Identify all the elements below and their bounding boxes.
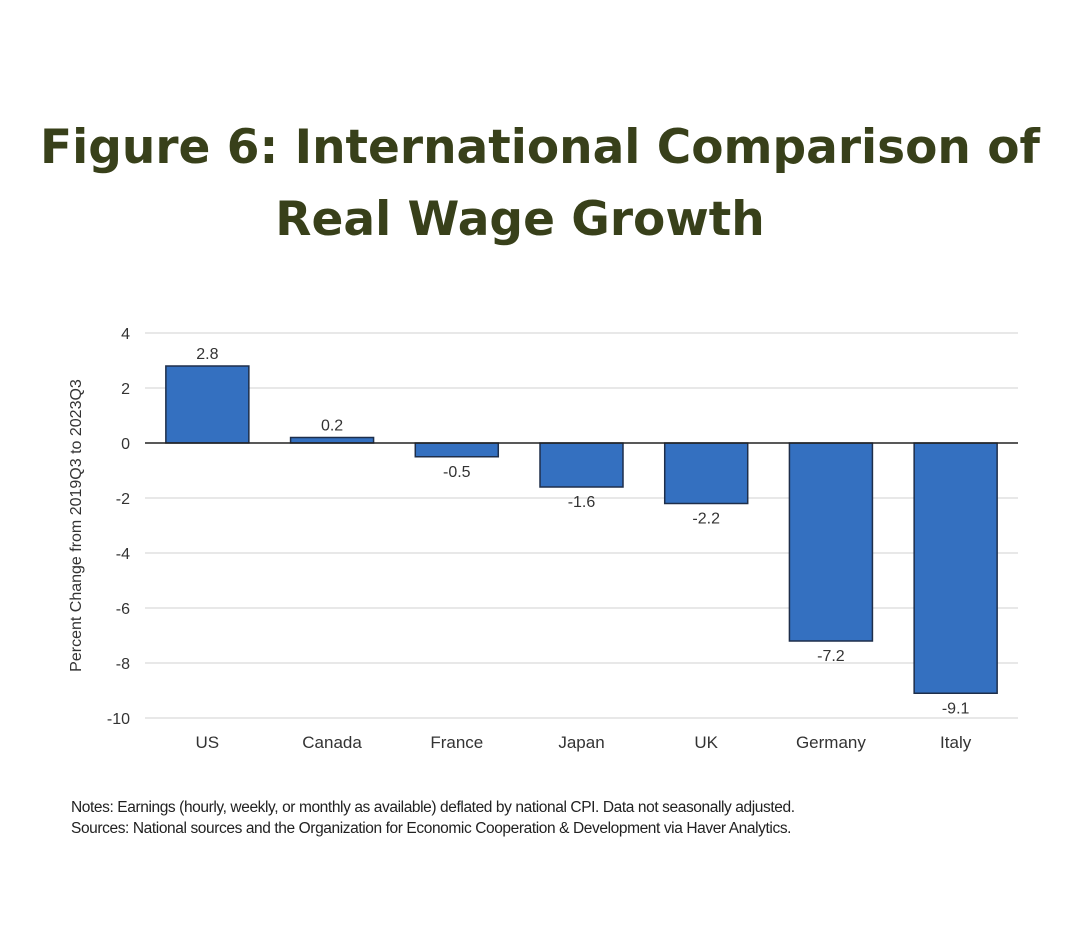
- data-label: 2.8: [196, 346, 218, 363]
- y-tick-label: -10: [107, 711, 130, 728]
- data-label: -7.2: [817, 648, 845, 665]
- x-tick-label: Canada: [302, 733, 362, 752]
- data-label: -9.1: [942, 700, 970, 717]
- notes-text: Notes: Earnings (hourly, weekly, or mont…: [71, 799, 795, 816]
- y-tick-label: -2: [116, 491, 130, 508]
- x-tick-label: Germany: [796, 733, 866, 752]
- y-tick-label: 4: [121, 326, 130, 343]
- y-tick-label: -6: [116, 601, 130, 618]
- y-tick-label: -4: [116, 546, 130, 563]
- title-line-2: Real Wage Growth: [275, 192, 765, 247]
- bar-uk: [663, 442, 749, 505]
- data-label: -1.6: [568, 494, 596, 511]
- chart-title: Figure 6: International Comparison of Re…: [0, 112, 1080, 256]
- x-tick-label: France: [430, 733, 483, 752]
- y-tick-label: 0: [121, 436, 130, 453]
- bar-italy: [913, 442, 998, 694]
- title-line-1: Figure 6: International Comparison of: [40, 120, 1040, 175]
- y-axis-label: Percent Change from 2019Q3 to 2023Q3: [68, 379, 85, 672]
- x-tick-label: Italy: [940, 733, 972, 752]
- sources-text: Sources: National sources and the Organi…: [71, 820, 792, 837]
- data-label: -2.2: [692, 511, 720, 528]
- x-tick-label: UK: [694, 733, 718, 752]
- bar-france: [414, 442, 500, 458]
- bar-japan: [539, 442, 624, 488]
- bar-germany: [788, 442, 874, 642]
- x-tick-label: US: [196, 733, 220, 752]
- y-tick-label: 2: [121, 381, 130, 398]
- data-label: 0.2: [321, 418, 343, 435]
- bar-canada: [289, 436, 375, 444]
- y-tick-label: -8: [116, 656, 130, 673]
- data-label: -0.5: [443, 464, 471, 481]
- x-tick-label: Japan: [558, 733, 604, 752]
- bar-us: [165, 365, 250, 444]
- chart-notes: Notes: Earnings (hourly, weekly, or mont…: [71, 797, 795, 839]
